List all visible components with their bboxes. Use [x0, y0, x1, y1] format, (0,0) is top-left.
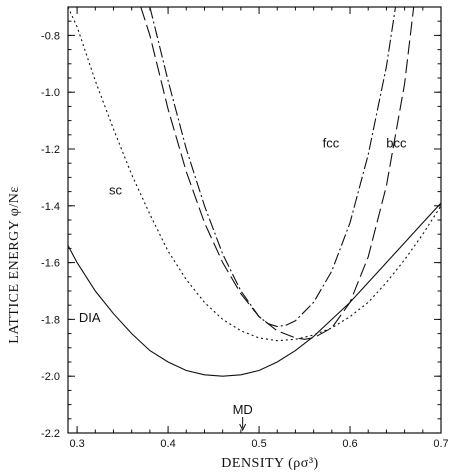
series-dia-label: DIA: [79, 310, 101, 325]
series-bcc-line: [140, 7, 415, 340]
y-tick-label: -1.0: [41, 87, 60, 99]
x-tick-label: 0.3: [69, 438, 84, 450]
series-sc-label: sc: [109, 182, 123, 197]
series-dia-line: [68, 202, 441, 377]
axes: 0.3 0.4 0.5 0.6 0.7 -2.2 -2.0 -1.8 -1.6 -1.4 -1.2 -…: [41, 6, 449, 450]
y-tick-label: -0.8: [41, 30, 60, 42]
x-tick-label: 0.5: [251, 438, 266, 450]
series-bcc-label: bcc: [386, 136, 407, 151]
x-axis-title: DENSITY (ρσ³): [221, 456, 318, 471]
y-tick-label: -1.6: [41, 258, 60, 270]
md-annotation-label: MD: [233, 402, 253, 417]
x-tick-label: 0.6: [342, 438, 357, 450]
x-tick-label: 0.7: [433, 438, 448, 450]
plot-area: DIA sc fcc bcc MD: [68, 7, 441, 432]
y-tick-label: -2.0: [41, 371, 60, 383]
x-tick-label: 0.4: [160, 438, 175, 450]
y-tick-label: -2.2: [41, 428, 60, 440]
y-tick-label: -1.2: [41, 144, 60, 156]
md-arrow-head: [239, 423, 247, 432]
series-fcc-line: [149, 7, 397, 328]
y-tick-label: -1.4: [41, 201, 60, 213]
y-axis-title: LATTICE ENERGY φ/Nε: [7, 186, 22, 343]
series-sc-line: [68, 7, 441, 342]
y-tick-label: -1.8: [41, 314, 60, 326]
series-fcc-label: fcc: [323, 136, 340, 151]
